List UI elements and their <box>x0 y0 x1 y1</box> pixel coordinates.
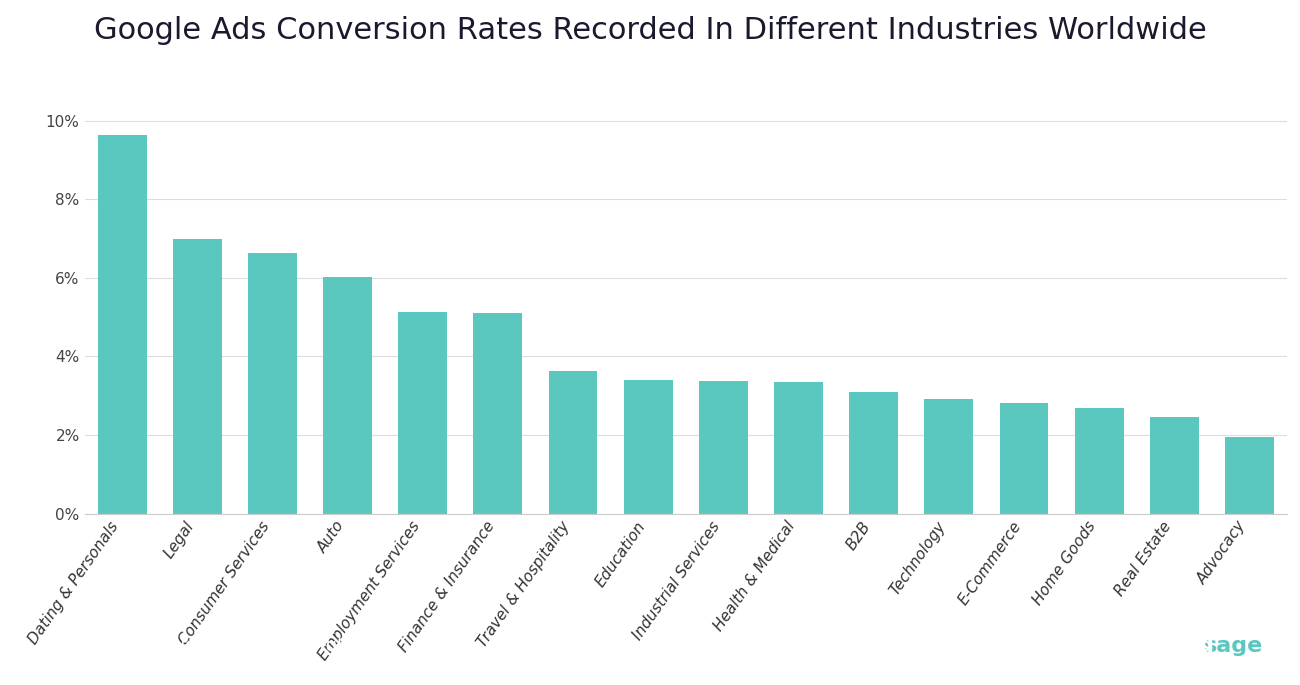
Bar <box>774 382 823 514</box>
Text: demand: demand <box>1113 636 1214 656</box>
Bar <box>624 380 672 514</box>
Bar <box>473 313 523 514</box>
Bar <box>173 239 222 514</box>
Bar <box>98 135 147 514</box>
Bar <box>699 382 748 514</box>
Bar <box>549 371 598 514</box>
Bar <box>924 399 974 514</box>
Bar <box>1149 416 1199 514</box>
Bar <box>1000 403 1048 514</box>
Bar <box>398 312 447 514</box>
Bar <box>324 277 372 514</box>
Bar <box>1075 408 1123 514</box>
Bar <box>1225 436 1274 514</box>
Bar <box>248 253 296 514</box>
Text: sage: sage <box>1204 636 1264 656</box>
Text: Google Ads Conversion Rates Recorded In Different Industries Worldwide: Google Ads Conversion Rates Recorded In … <box>94 16 1206 45</box>
Bar <box>849 393 898 514</box>
Text: Google Ads Statistics | © Copyright: Google Ads Statistics | © Copyright <box>36 636 356 655</box>
